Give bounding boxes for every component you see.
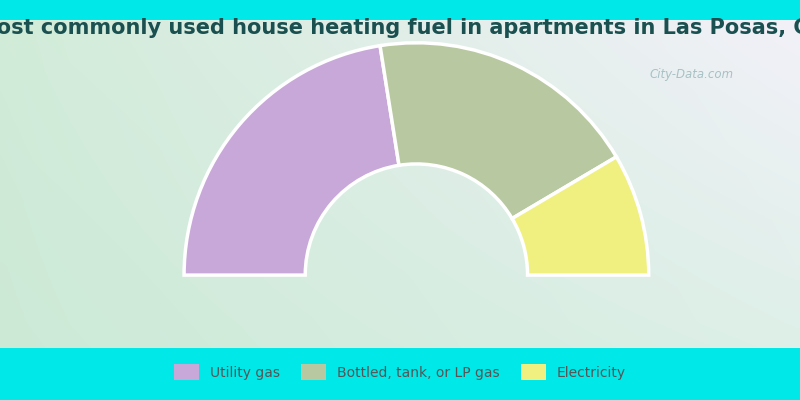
Wedge shape xyxy=(380,43,616,218)
Text: Most commonly used house heating fuel in apartments in Las Posas, CA: Most commonly used house heating fuel in… xyxy=(0,18,800,38)
Text: City-Data.com: City-Data.com xyxy=(650,68,734,81)
Wedge shape xyxy=(512,157,649,275)
Wedge shape xyxy=(184,46,399,275)
Legend: Utility gas, Bottled, tank, or LP gas, Electricity: Utility gas, Bottled, tank, or LP gas, E… xyxy=(169,358,631,386)
